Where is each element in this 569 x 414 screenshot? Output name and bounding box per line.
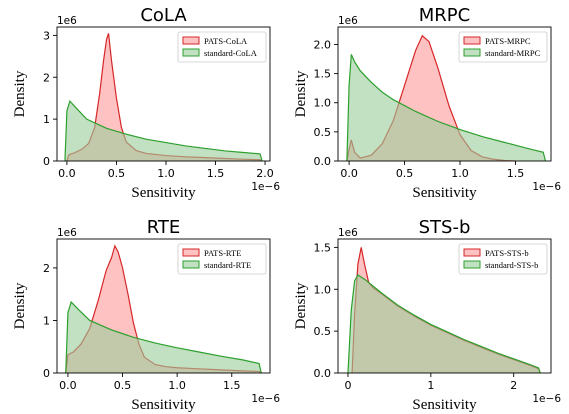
x-offset-label: 1e−6 (251, 181, 280, 193)
x-offset-label: 1e−6 (532, 181, 561, 193)
series-line-standard-STS-b (347, 274, 541, 373)
y-tick-label: 2 (43, 262, 50, 275)
chart-panel-4: 0 1 2 0.0 0.5 1.0 1.5 STS-b Sensitivity Density 1e… (293, 217, 561, 413)
y-tick-label: 0.5 (314, 126, 332, 139)
axes-frame (337, 238, 552, 374)
y-offset-label: 1e6 (57, 227, 77, 239)
legend-swatch (463, 248, 481, 257)
x-tick-label: 0.5 (396, 167, 414, 180)
legend-label: standard-CoLA (204, 48, 258, 58)
series-line-standard-RTE (65, 300, 262, 373)
y-tick-label: 0 (43, 367, 50, 380)
legend-box (458, 243, 548, 275)
series-area-standard-CoLA (64, 101, 263, 161)
x-tick-label: 2 (510, 379, 517, 392)
legend-box (458, 31, 548, 63)
x-tick-label: 1 (427, 379, 434, 392)
y-offset-label: 1e6 (338, 15, 358, 27)
legend-box (177, 31, 267, 63)
legend-label: standard-MRPC (485, 48, 541, 58)
y-tick-label: 2.0 (314, 38, 332, 51)
legend-label: PATS-MRPC (485, 36, 531, 46)
legend: PATS-MRPC standard-MRPC (458, 31, 548, 63)
y-axis-label: Density (293, 70, 309, 117)
chart-panel-1: 0.0 0.5 1.0 1.5 2.0 0 1 2 3 CoLA Sensitivity Densit… (12, 5, 280, 201)
legend: PATS-RTE standard-RTE (177, 243, 267, 275)
y-axis-label: Density (12, 70, 28, 117)
chart-panel-2: 0.0 0.5 1.0 1.5 0.0 0.5 1.0 1.5 2.0 MRPC Sensitivi… (293, 5, 561, 201)
y-tick-label: 0.0 (314, 155, 332, 168)
y-tick-label: 0.5 (314, 325, 332, 338)
y-axis-label: Density (293, 282, 309, 329)
y-tick-label: 0.0 (314, 367, 332, 380)
y-tick-label: 3 (43, 29, 50, 42)
axes-frame (56, 26, 271, 162)
series-area-standard-RTE (65, 302, 262, 373)
x-tick-label: 0.5 (114, 379, 132, 392)
x-tick-label: 1.0 (157, 167, 175, 180)
legend-swatch (182, 260, 200, 269)
series-line-standard-CoLA (64, 99, 263, 161)
legend-label: PATS-STS-b (485, 248, 529, 258)
y-tick-label: 1.5 (314, 241, 332, 254)
y-tick-label: 2 (43, 71, 50, 84)
y-offset-label: 1e6 (338, 227, 358, 239)
series-line-standard-MRPC (346, 54, 547, 161)
axes-frame (56, 238, 271, 374)
legend-label: standard-STS-b (485, 260, 538, 270)
x-offset-label: 1e−6 (532, 393, 561, 405)
legend: PATS-CoLA standard-CoLA (177, 31, 267, 63)
legend-swatch (182, 48, 200, 57)
legend-swatch (182, 36, 200, 45)
legend-swatch (463, 48, 481, 57)
y-tick-label: 1.5 (314, 68, 332, 81)
legend-swatch (463, 260, 481, 269)
x-tick-label: 1.0 (168, 379, 186, 392)
y-offset-label: 1e6 (57, 15, 77, 27)
series-area-standard-MRPC (346, 54, 546, 161)
x-offset-label: 1e−6 (251, 393, 280, 405)
x-tick-label: 0.0 (340, 167, 358, 180)
y-tick-label: 0 (43, 155, 50, 168)
x-tick-label: 0.0 (58, 167, 76, 180)
x-tick-label: 0.0 (59, 379, 77, 392)
y-tick-label: 1 (43, 113, 50, 126)
x-tick-label: 0 (344, 379, 351, 392)
chart-title: MRPC (419, 5, 470, 26)
x-axis-label: Sensitivity (412, 397, 477, 413)
x-tick-label: 1.0 (451, 167, 469, 180)
x-tick-label: 1.5 (207, 167, 225, 180)
y-axis-label: Density (12, 282, 28, 329)
x-tick-label: 1.5 (223, 379, 241, 392)
x-tick-label: 2.0 (256, 167, 274, 180)
legend: PATS-STS-b standard-STS-b (458, 243, 548, 275)
x-axis-label: Sensitivity (131, 185, 196, 201)
legend-swatch (182, 248, 200, 257)
y-tick-label: 1.0 (314, 283, 332, 296)
chart-panel-3: 0.0 0.5 1.0 1.5 0 1 2 RTE Sensitivity Density 1e6 1… (12, 217, 280, 413)
x-tick-label: 0.5 (108, 167, 126, 180)
y-tick-label: 1.0 (314, 97, 332, 110)
legend-box (177, 243, 267, 275)
x-axis-label: Sensitivity (131, 397, 196, 413)
legend-label: PATS-CoLA (204, 36, 248, 46)
chart-title: RTE (147, 217, 181, 238)
x-axis-label: Sensitivity (412, 185, 477, 201)
series-area-PATS-CoLA (66, 33, 263, 161)
axes-frame (337, 26, 552, 162)
legend-swatch (463, 36, 481, 45)
chart-title: CoLA (140, 5, 187, 26)
chart-title: STS-b (419, 217, 471, 238)
x-tick-label: 1.5 (507, 167, 525, 180)
series-area-standard-STS-b (347, 275, 541, 373)
legend-label: PATS-RTE (204, 248, 241, 258)
y-tick-label: 1 (43, 314, 50, 327)
legend-label: standard-RTE (204, 260, 251, 270)
